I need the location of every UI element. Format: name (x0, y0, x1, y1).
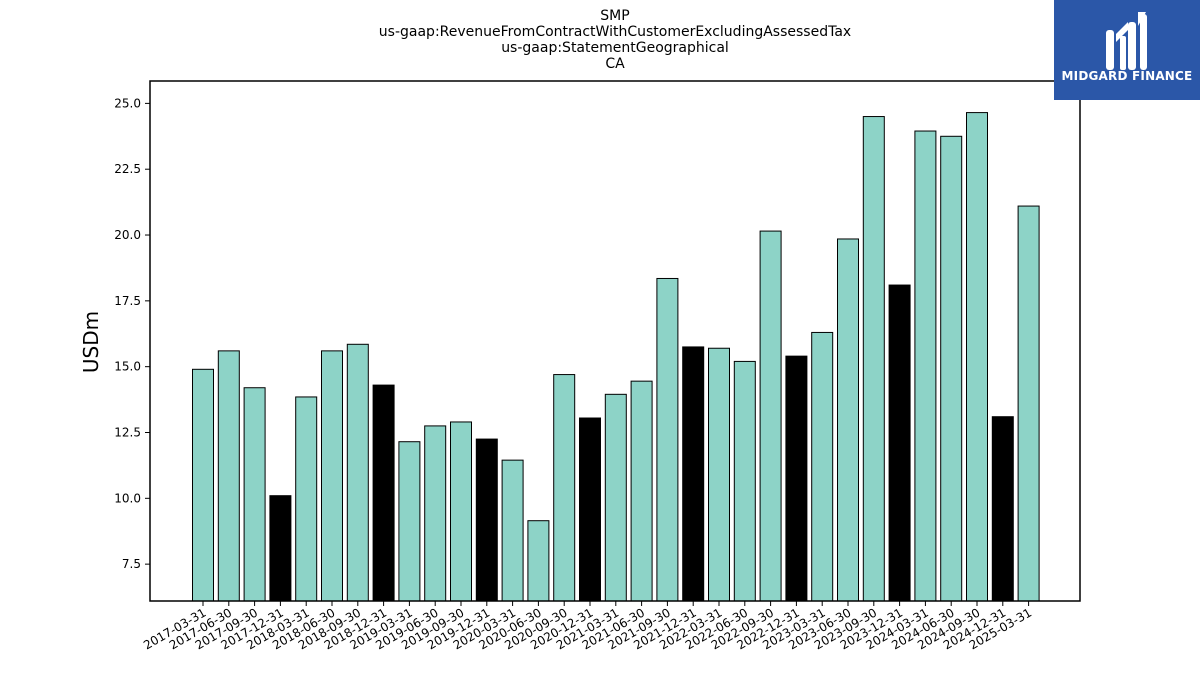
bar-2021-12-31 (682, 346, 705, 602)
bar-2017-03-31 (192, 368, 214, 602)
chart-title-line-2: us-gaap:RevenueFromContractWithCustomerE… (379, 24, 851, 40)
bar-2024-06-30 (940, 135, 963, 602)
logo-text: MIDGARD FINANCE (1061, 69, 1193, 83)
bar-2024-09-30 (966, 112, 988, 602)
y-axis-ticks: 7.5 10.0 12.5 15.0 17.5 20.0 22.5 25.0 (114, 96, 150, 571)
bar-2025-03-31 (1017, 205, 1040, 602)
bar-2023-03-31 (811, 331, 834, 602)
y-tick-label: 17.5 (114, 294, 141, 308)
bar-2021-09-30 (656, 277, 679, 602)
bar-2019-12-31 (475, 438, 498, 602)
bar-2023-12-31 (888, 284, 911, 602)
bars-group (192, 112, 1040, 602)
midgard-finance-logo: MIDGARD FINANCE (1054, 0, 1200, 100)
y-tick-label: 25.0 (114, 96, 141, 110)
y-tick-label: 10.0 (114, 491, 141, 505)
bar-2017-06-30 (217, 350, 240, 602)
x-axis-ticks: 2017-03-312017-06-302017-09-302017-12-31… (141, 601, 1034, 652)
bar-2023-06-30 (837, 238, 859, 602)
bar-2019-03-31 (398, 441, 421, 602)
bar-2019-09-30 (450, 421, 472, 602)
bar-2020-06-30 (527, 520, 550, 602)
chart-title-line-1: SMP (600, 8, 629, 24)
y-tick-label: 22.5 (114, 162, 141, 176)
chart-title-line-3: us-gaap:StatementGeographical (501, 40, 729, 56)
bar-2020-12-31 (579, 417, 601, 602)
chart-title: SMP us-gaap:RevenueFromContractWithCusto… (379, 8, 851, 72)
bar-2020-03-31 (501, 459, 524, 602)
chart-title-line-4: CA (605, 56, 625, 72)
y-axis-label: USDm (79, 311, 103, 373)
bar-2023-09-30 (862, 116, 885, 602)
bar-2022-12-31 (785, 355, 808, 602)
bar-2022-03-31 (708, 347, 730, 602)
y-tick-label: 7.5 (122, 557, 141, 571)
plot-frame (149, 80, 1081, 602)
logo-mark-icon (1106, 12, 1147, 70)
y-tick-label: 12.5 (114, 425, 141, 439)
bar-2021-03-31 (604, 393, 627, 602)
bar-2020-09-30 (553, 374, 576, 602)
bar-2018-06-30 (321, 350, 343, 602)
bar-2022-06-30 (733, 360, 756, 602)
y-tick-label: 15.0 (114, 360, 141, 374)
bar-2024-03-31 (914, 130, 937, 602)
y-tick-label: 20.0 (114, 228, 141, 242)
bar-2022-09-30 (759, 230, 782, 602)
bar-2017-09-30 (243, 387, 266, 602)
bar-2018-03-31 (295, 396, 318, 602)
bar-2017-12-31 (269, 495, 292, 602)
bar-2018-12-31 (372, 384, 395, 602)
bar-2019-06-30 (424, 425, 447, 602)
bar-2018-09-30 (346, 343, 369, 602)
bar-2021-06-30 (630, 380, 653, 602)
bar-2024-12-31 (991, 416, 1014, 602)
